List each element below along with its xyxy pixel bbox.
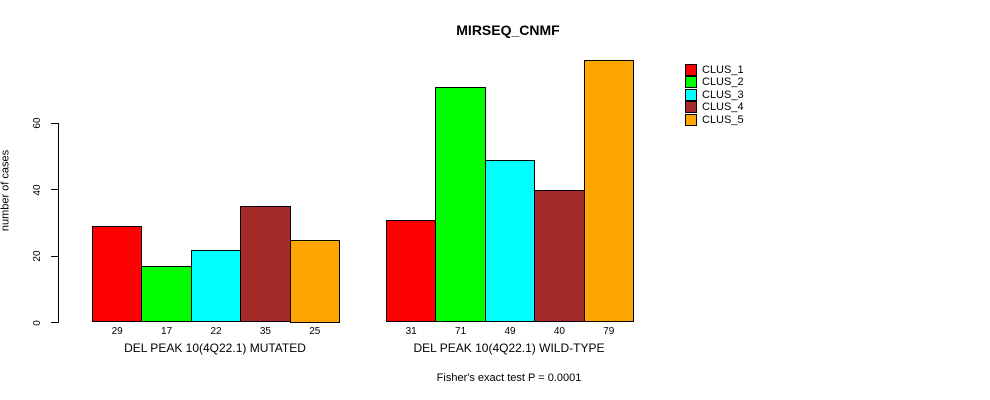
legend-label: CLUS_2 — [702, 76, 744, 89]
bar-value-label: 35 — [259, 326, 271, 337]
bar-wild-type-clus-1 — [386, 219, 437, 323]
legend-swatch-clus-1 — [685, 64, 697, 76]
legend: CLUS_1 CLUS_2 CLUS_3 CLUS_4 CLUS_5 — [685, 64, 775, 130]
x-group-label-wild-type: DEL PEAK 10(4Q22.1) WILD-TYPE — [413, 341, 605, 355]
legend-label: CLUS_5 — [702, 113, 744, 126]
bar-wild-type-clus-4 — [534, 189, 585, 323]
bar-value-label: 29 — [111, 326, 123, 337]
y-tick-label: 40 — [32, 184, 43, 196]
y-tick-mark — [51, 255, 58, 257]
legend-swatch-clus-5 — [685, 113, 697, 126]
bar-value-label: 71 — [455, 326, 467, 337]
bar-mutated-clus-1 — [92, 226, 143, 323]
y-tick-mark — [51, 189, 58, 191]
y-tick-mark — [51, 322, 58, 323]
chart-title: MIRSEQ_CNMF — [456, 22, 560, 38]
legend-swatch-clus-4 — [685, 101, 697, 114]
y-axis-line — [58, 123, 59, 323]
legend-swatch-clus-2 — [685, 76, 697, 89]
bar-mutated-clus-5 — [289, 239, 340, 323]
y-tick-mark — [51, 122, 58, 124]
caption-fisher-test: Fisher's exact test P = 0.0001 — [436, 372, 582, 384]
y-axis-label: number of cases — [0, 149, 12, 232]
legend-label: CLUS_1 — [702, 64, 744, 76]
legend-label: CLUS_4 — [702, 101, 744, 114]
y-tick-label: 60 — [32, 117, 43, 129]
bar-value-label: 40 — [553, 326, 565, 337]
bar-wild-type-clus-3 — [484, 159, 536, 323]
legend-swatch-clus-3 — [685, 88, 697, 101]
legend-label: CLUS_3 — [702, 88, 744, 101]
bar-value-label: 31 — [405, 326, 417, 337]
bar-value-label: 79 — [603, 326, 615, 337]
bar-mutated-clus-4 — [240, 206, 291, 323]
bar-value-label: 17 — [161, 326, 173, 337]
bar-mutated-clus-2 — [141, 266, 192, 323]
bar-value-label: 25 — [309, 326, 321, 337]
bar-wild-type-clus-2 — [435, 86, 486, 323]
bar-mutated-clus-3 — [190, 249, 242, 323]
bar-wild-type-clus-5 — [583, 60, 634, 323]
bar-value-label: 49 — [504, 326, 516, 337]
bar-value-label: 22 — [210, 326, 222, 337]
y-tick-label: 20 — [32, 250, 43, 262]
x-group-label-mutated: DEL PEAK 10(4Q22.1) MUTATED — [124, 341, 306, 355]
y-tick-label: 0 — [32, 319, 43, 326]
